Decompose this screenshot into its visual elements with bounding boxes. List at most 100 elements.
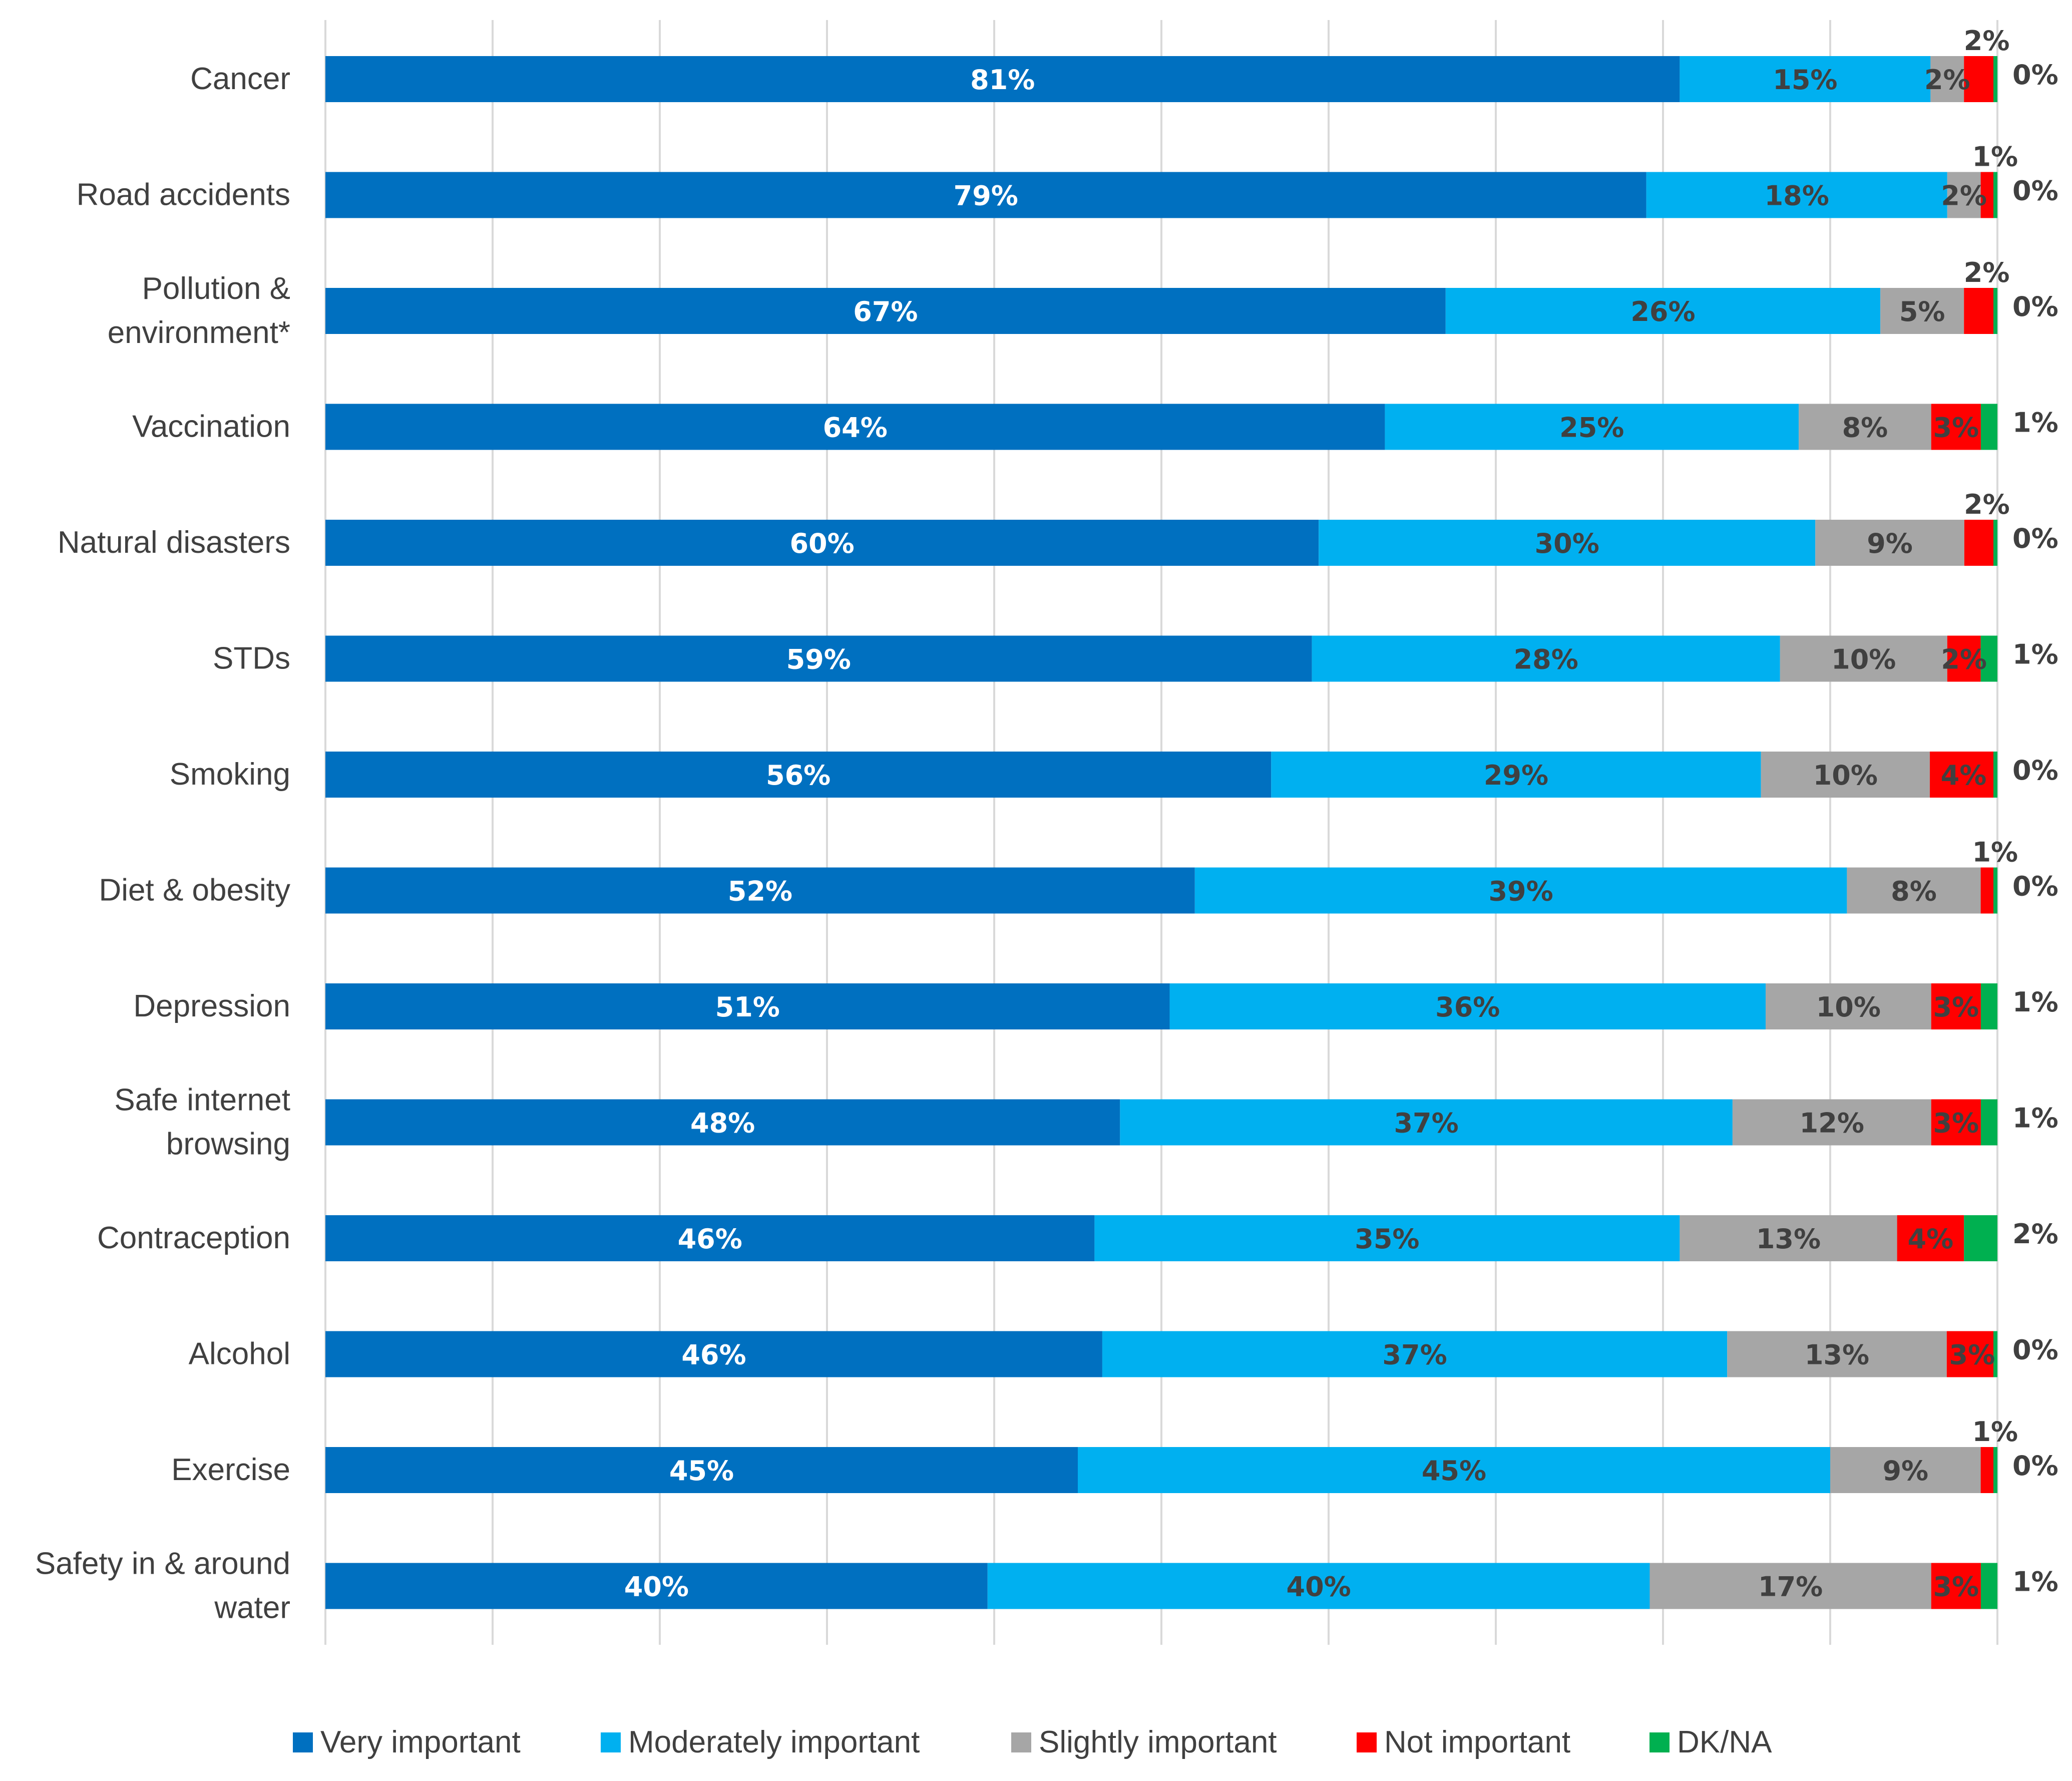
data-label-vaccination-slightly-important: 8% [1842, 412, 1888, 444]
bar-road-accidents-very-important [325, 172, 1646, 218]
data-label-stds-not-important: 2% [1941, 644, 1987, 675]
data-label-pollution-environment-very-important: 67% [853, 296, 918, 327]
data-label-contraception-dk-na: 2% [2012, 1218, 2058, 1250]
bar-cancer-very-important [325, 56, 1680, 102]
legend-swatch-slightly-important [1011, 1732, 1031, 1752]
bar-pollution-environment-slightly-important [1880, 288, 1964, 334]
bar-pollution-environment-very-important [325, 288, 1446, 334]
bar-exercise-very-important [325, 1447, 1078, 1493]
legend-label-moderately-important: Moderately important [628, 1725, 920, 1759]
bar-smoking-dk-na [1993, 752, 1997, 798]
legend-label-dk-na: DK/NA [1677, 1725, 1772, 1759]
data-label-natural-disasters-slightly-important: 9% [1867, 528, 1913, 559]
bar-depression-slightly-important [1766, 983, 1931, 1029]
data-label-alcohol-slightly-important: 13% [1805, 1339, 1869, 1371]
bar-alcohol-not-important [1946, 1331, 1997, 1377]
category-label-depression: Depression [133, 989, 290, 1023]
data-label-pollution-environment-moderately-important: 26% [1630, 296, 1695, 327]
bar-safety-in-around-water-very-important [325, 1563, 988, 1609]
data-label-smoking-not-important: 4% [1941, 760, 1987, 791]
data-label-road-accidents-slightly-important: 2% [1941, 180, 1987, 212]
data-label-natural-disasters-not-important: 2% [1964, 489, 2010, 520]
data-label-contraception-very-important: 46% [678, 1223, 742, 1255]
data-label-depression-very-important: 51% [715, 991, 780, 1023]
bar-depression-very-important [325, 983, 1170, 1029]
data-label-safe-internet-browsing-slightly-important: 12% [1800, 1108, 1864, 1139]
category-label-contraception: Contraception [97, 1221, 290, 1255]
bar-exercise-slightly-important [1830, 1447, 1981, 1493]
legend-swatch-not-important [1357, 1732, 1377, 1752]
bar-smoking-moderately-important [1271, 752, 1761, 798]
bar-natural-disasters-dk-na [1993, 520, 1997, 566]
bar-natural-disasters-not-important [1964, 520, 1997, 566]
data-label-diet-obesity-very-important: 52% [728, 876, 792, 907]
category-label-cancer: Cancer [190, 62, 290, 96]
bar-alcohol-dk-na [1993, 1331, 1997, 1377]
bar-depression-dk-na [1980, 983, 1997, 1029]
data-label-road-accidents-moderately-important: 18% [1765, 180, 1829, 212]
data-label-contraception-slightly-important: 13% [1756, 1223, 1821, 1255]
bar-natural-disasters-moderately-important [1319, 520, 1816, 566]
bar-natural-disasters-slightly-important [1815, 520, 1964, 566]
data-label-stds-slightly-important: 10% [1831, 644, 1896, 675]
data-label-safety-in-around-water-moderately-important: 40% [1287, 1571, 1351, 1603]
legend-swatch-moderately-important [601, 1732, 621, 1752]
data-label-safe-internet-browsing-moderately-important: 37% [1394, 1108, 1458, 1139]
data-label-safety-in-around-water-not-important: 3% [1933, 1571, 1979, 1603]
legend-swatch-dk-na [1649, 1732, 1670, 1752]
category-label-safe-internet-browsing-line1: Safe internet [114, 1083, 290, 1118]
category-label-safe-internet-browsing-line2: browsing [166, 1127, 290, 1162]
bar-natural-disasters-very-important [325, 520, 1319, 566]
data-label-cancer-not-important: 2% [1964, 25, 2010, 57]
data-label-exercise-not-important: 1% [1972, 1416, 2018, 1448]
bar-road-accidents-dk-na [1993, 172, 1997, 218]
bar-smoking-slightly-important [1761, 752, 1930, 798]
category-labels: Cancer Road accidents Pollution & environme… [35, 62, 290, 1625]
data-label-contraception-not-important: 4% [1908, 1223, 1954, 1255]
bar-smoking-very-important [325, 752, 1272, 798]
bar-cancer-slightly-important [1930, 56, 1964, 102]
category-label-natural-disasters: Natural disasters [58, 525, 290, 560]
bar-diet-obesity-moderately-important [1194, 867, 1847, 914]
category-label-vaccination: Vaccination [132, 410, 290, 444]
data-label-alcohol-very-important: 46% [681, 1339, 746, 1371]
bar-vaccination-moderately-important [1385, 404, 1799, 450]
data-label-alcohol-not-important: 3% [1949, 1339, 1995, 1371]
category-label-pollution-environment-line2: environment* [108, 315, 290, 350]
bar-stds-not-important [1947, 635, 1981, 682]
bar-pollution-environment-not-important [1964, 288, 1997, 334]
bar-contraception-dk-na [1964, 1215, 1997, 1261]
category-label-smoking: Smoking [170, 757, 290, 792]
category-label-road-accidents: Road accidents [77, 178, 290, 212]
data-label-cancer-moderately-important: 15% [1773, 64, 1837, 96]
bar-contraception-very-important [325, 1215, 1095, 1261]
bar-alcohol-very-important [325, 1331, 1102, 1377]
bar-depression-not-important [1931, 983, 1981, 1029]
bar-safe-internet-browsing-moderately-important [1120, 1099, 1733, 1146]
data-label-exercise-very-important: 45% [669, 1455, 734, 1487]
segment-labels: 81% 15% 2%2%0%79% 18% 2%1%0%67% 26% 5%2%0%64% 2… [624, 25, 2058, 1603]
gridlines [324, 20, 1998, 1645]
data-label-safe-internet-browsing-not-important: 3% [1933, 1108, 1979, 1139]
bar-cancer-not-important [1964, 56, 1997, 102]
bar-diet-obesity-slightly-important [1847, 867, 1981, 914]
bar-stds-moderately-important [1312, 635, 1780, 682]
data-label-safety-in-around-water-slightly-important: 17% [1758, 1571, 1823, 1603]
bars [325, 56, 1997, 1609]
data-label-road-accidents-very-important: 79% [954, 180, 1018, 212]
bar-safety-in-around-water-slightly-important [1649, 1563, 1931, 1609]
bar-contraception-moderately-important [1094, 1215, 1680, 1261]
bar-vaccination-not-important [1931, 404, 1981, 450]
data-label-natural-disasters-dk-na: 0% [2012, 523, 2058, 554]
data-label-exercise-moderately-important: 45% [1422, 1455, 1486, 1487]
bar-safe-internet-browsing-slightly-important [1732, 1099, 1931, 1146]
bar-safety-in-around-water-dk-na [1980, 1563, 1997, 1609]
data-label-diet-obesity-dk-na: 0% [2012, 871, 2058, 902]
data-label-vaccination-not-important: 3% [1933, 412, 1979, 444]
bar-alcohol-slightly-important [1727, 1331, 1947, 1377]
data-label-road-accidents-dk-na: 0% [2012, 175, 2058, 207]
bar-road-accidents-slightly-important [1947, 172, 1981, 218]
data-label-safety-in-around-water-dk-na: 1% [2012, 1566, 2058, 1598]
